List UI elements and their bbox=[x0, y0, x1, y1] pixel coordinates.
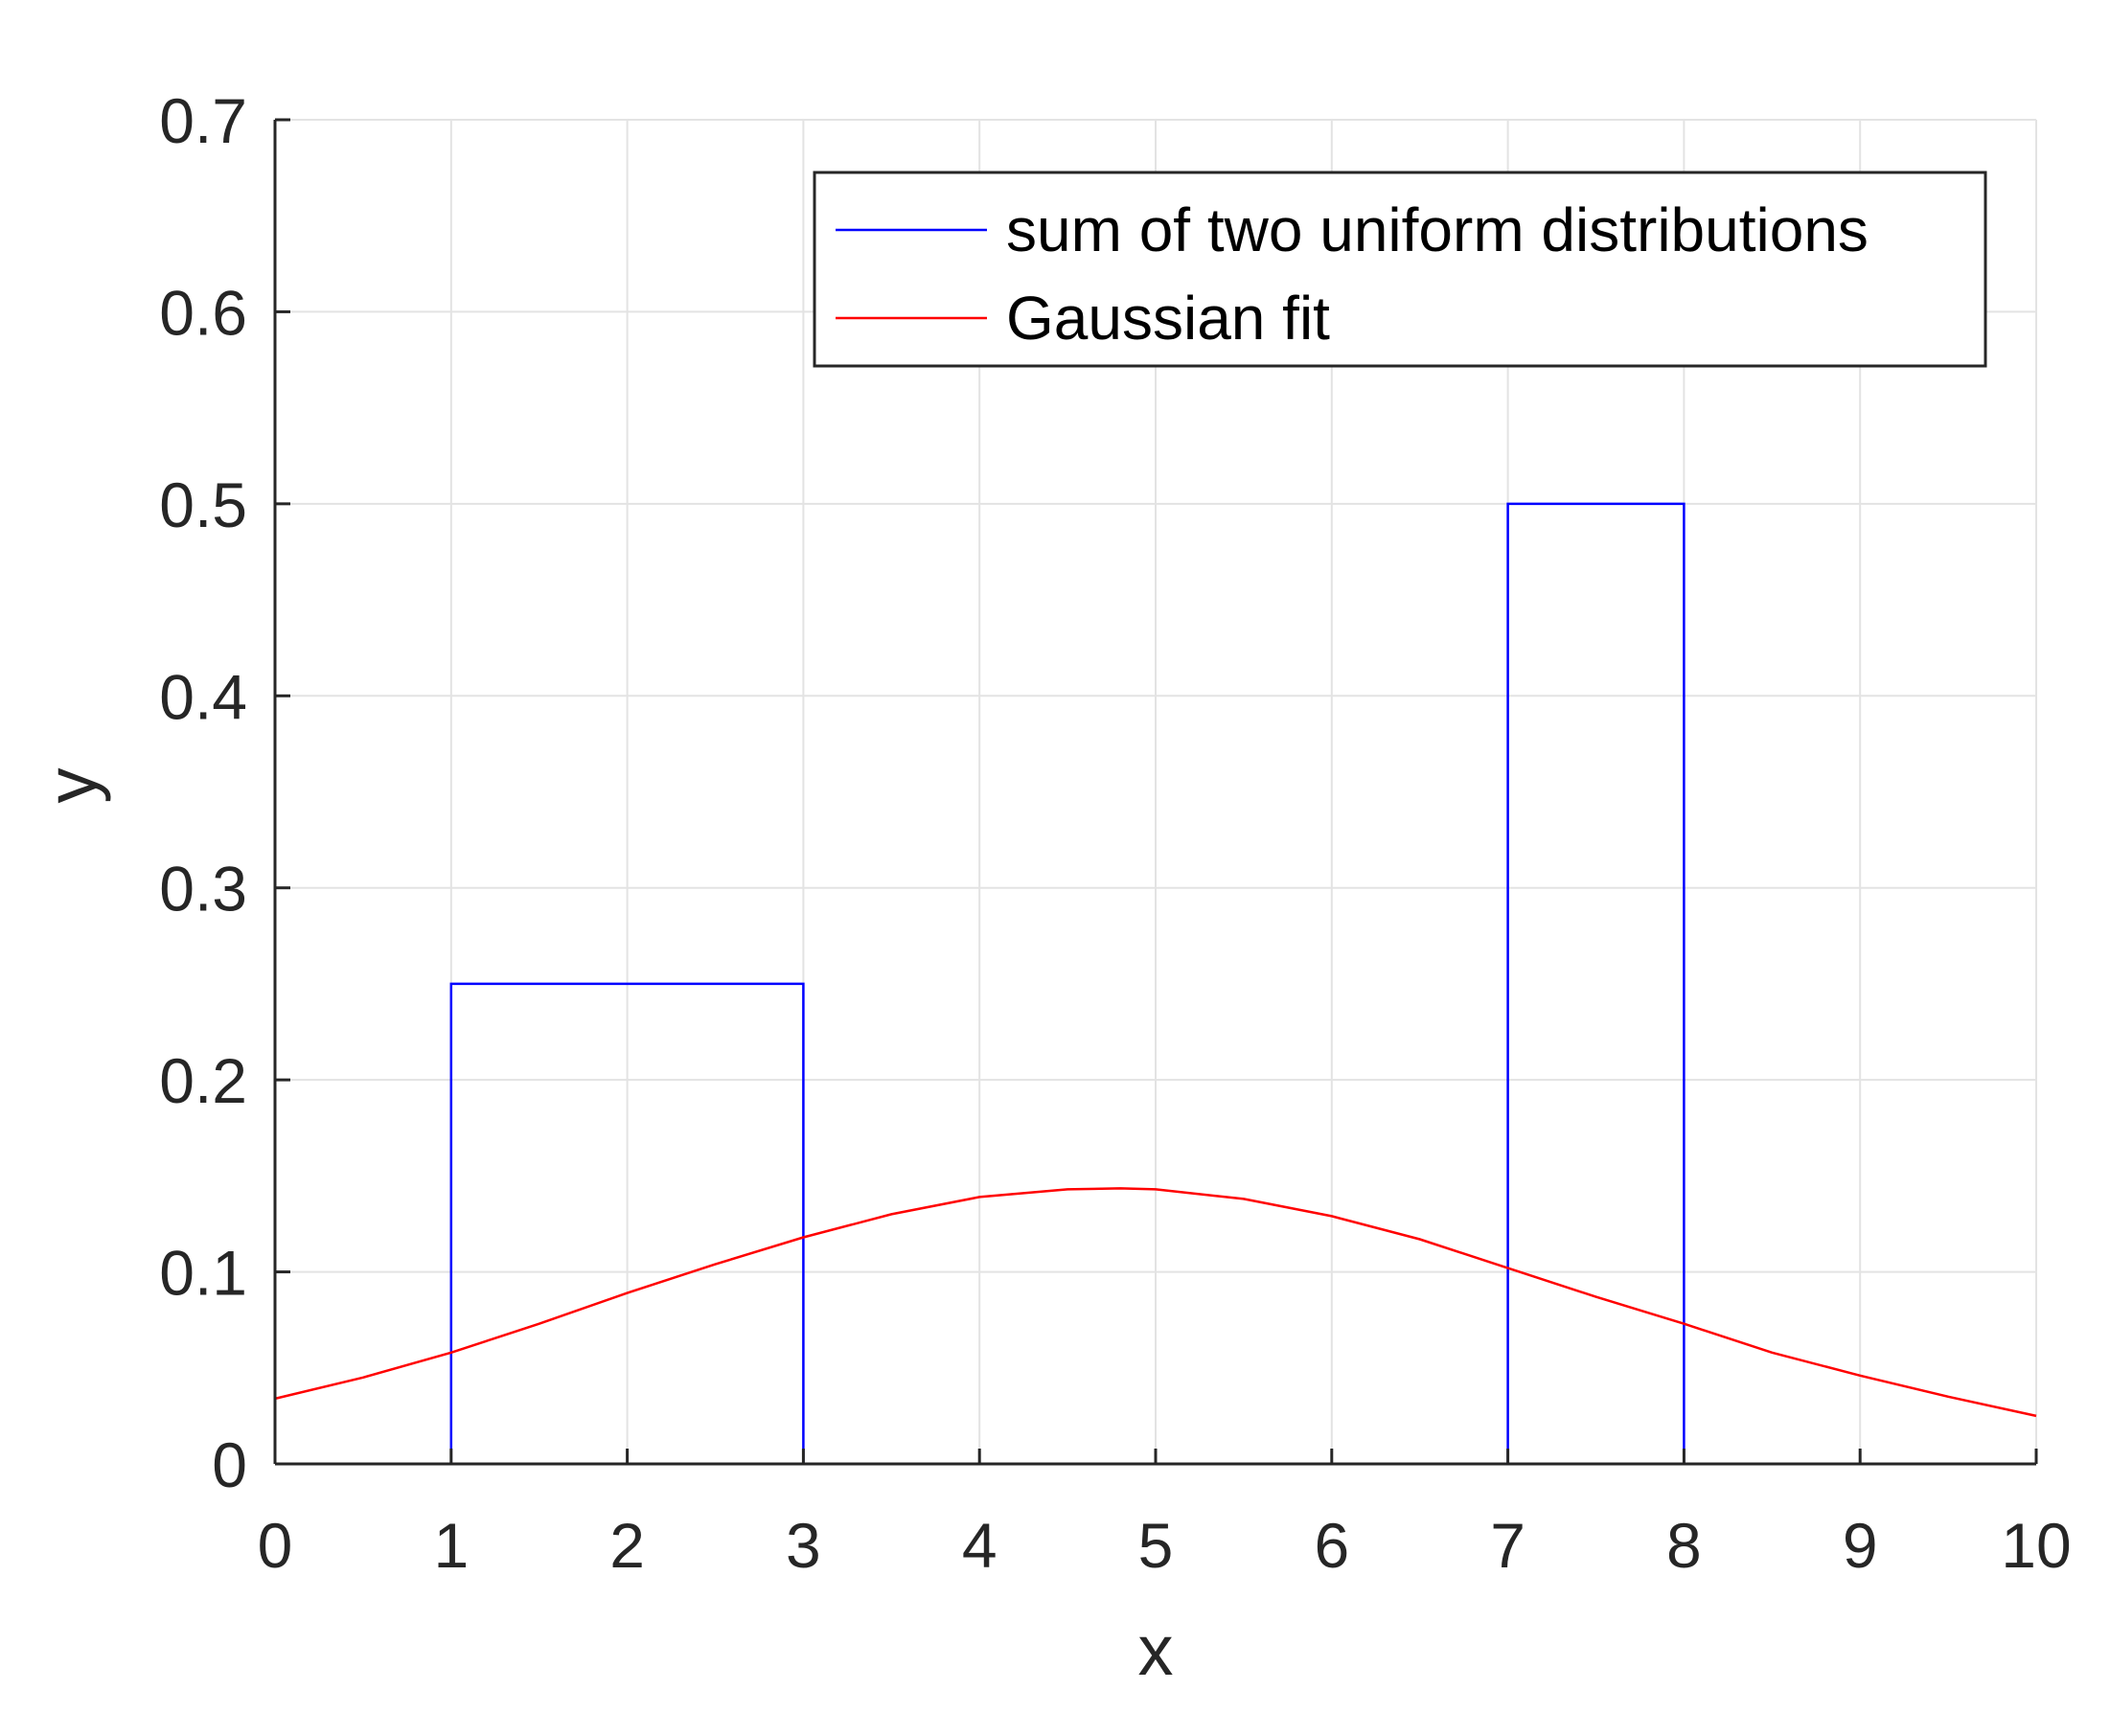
x-tick-label: 3 bbox=[786, 1510, 821, 1581]
x-tick-label: 1 bbox=[433, 1510, 469, 1581]
y-tick-label: 0.5 bbox=[159, 469, 247, 540]
y-tick-label: 0.1 bbox=[159, 1238, 247, 1309]
legend-box bbox=[813, 171, 1987, 368]
y-tick-label: 0.2 bbox=[159, 1045, 247, 1116]
x-axis-label: x bbox=[1138, 1610, 1174, 1690]
y-axis-label: y bbox=[32, 768, 111, 804]
x-tick-label: 7 bbox=[1490, 1510, 1525, 1581]
legend-label-gaussian: Gaussian fit bbox=[1006, 284, 1330, 353]
legend-label-uniform: sum of two uniform distributions bbox=[1006, 195, 1869, 264]
y-tick-label: 0.6 bbox=[159, 277, 247, 348]
x-tick-label: 8 bbox=[1666, 1510, 1702, 1581]
y-tick-label: 0 bbox=[212, 1429, 247, 1500]
x-tick-label: 6 bbox=[1314, 1510, 1349, 1581]
x-tick-label: 10 bbox=[2001, 1510, 2071, 1581]
y-tick-label: 0.3 bbox=[159, 854, 247, 925]
tick-labels: 0 1 2 3 4 5 6 7 8 9 10 0 0.1 0.2 0.3 0.4 0.5 0.6 0.7 bbox=[159, 85, 2071, 1581]
legend: sum of two uniform distributions Gaussia… bbox=[813, 171, 1987, 368]
x-tick-label: 4 bbox=[962, 1510, 998, 1581]
y-tick-label: 0.7 bbox=[159, 85, 247, 156]
x-tick-label: 0 bbox=[258, 1510, 293, 1581]
x-tick-label: 5 bbox=[1138, 1510, 1174, 1581]
x-tick-label: 9 bbox=[1843, 1510, 1878, 1581]
axes bbox=[273, 118, 2038, 1466]
y-tick-label: 0.4 bbox=[159, 661, 247, 732]
series-line-gaussian bbox=[274, 1187, 2037, 1418]
x-tick-label: 2 bbox=[609, 1510, 645, 1581]
